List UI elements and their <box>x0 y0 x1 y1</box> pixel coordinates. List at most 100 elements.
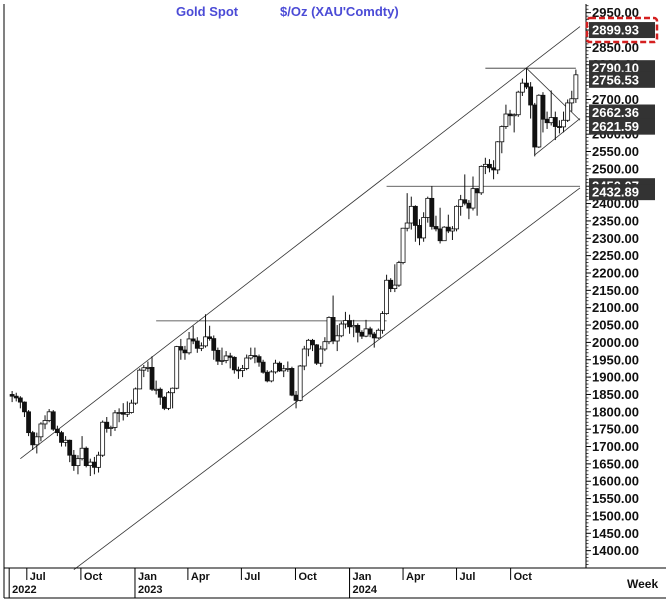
y-tick-label: 1900.00 <box>592 370 639 385</box>
y-tick-label: 2700.00 <box>592 92 639 107</box>
candle-body-14 <box>67 439 73 456</box>
channel-upper-line-0 <box>20 26 581 459</box>
candle-body-119 <box>499 126 505 143</box>
candle-body-107 <box>450 228 455 232</box>
candle-body-11 <box>54 428 60 434</box>
candle-body-54 <box>231 356 237 371</box>
candle-body-40 <box>174 346 180 389</box>
candle-body-13 <box>63 439 69 443</box>
candle-body-66 <box>281 368 287 372</box>
candle-body-49 <box>211 338 217 351</box>
candle-body-77 <box>326 317 332 343</box>
year-label: 2024 <box>353 584 378 596</box>
candle-body-67 <box>285 368 291 370</box>
candle-body-81 <box>343 320 348 325</box>
candle-body-57 <box>244 357 250 369</box>
candle-body-115 <box>482 163 488 167</box>
candle-body-23 <box>104 421 110 429</box>
candle-body-105 <box>441 226 447 242</box>
y-tick-label: 2500.00 <box>592 161 639 176</box>
candle-body-98 <box>412 205 418 226</box>
y-tick-label: 2000.00 <box>592 335 639 350</box>
level-label-text: 2621.59 <box>592 119 639 134</box>
candle-body-90 <box>380 313 385 331</box>
candle-body-39 <box>170 387 176 394</box>
candle-body-26 <box>116 412 122 414</box>
candle-body-45 <box>194 340 200 349</box>
candle-body-68 <box>289 368 295 396</box>
candle-body-127 <box>532 104 538 148</box>
y-tick-label: 2100.00 <box>592 300 639 315</box>
chart-title-ticker: $/Oz (XAU'Comdty) <box>280 4 399 19</box>
candle-body-131 <box>548 117 554 124</box>
level-label-box <box>589 104 655 121</box>
candle-body-73 <box>310 339 315 346</box>
candle-body-69 <box>293 394 299 401</box>
chart-title-instrument: Gold Spot <box>176 4 239 19</box>
candle-body-2 <box>17 397 23 403</box>
y-tick-label: 2550.00 <box>592 144 639 159</box>
trend-lines <box>20 26 581 571</box>
candle-body-71 <box>301 348 307 367</box>
y-tick-label: 1950.00 <box>592 352 639 367</box>
candle-body-88 <box>371 333 377 339</box>
candle-body-134 <box>561 119 566 128</box>
candle-body-84 <box>355 324 361 333</box>
candle-body-85 <box>359 331 365 337</box>
candle-body-64 <box>273 362 278 373</box>
y-tick-label: 1450.00 <box>592 526 639 541</box>
candle-body-5 <box>30 432 36 446</box>
candle-body-48 <box>207 336 213 339</box>
level-label-box <box>589 118 655 135</box>
candle-body-123 <box>515 91 521 116</box>
level-labels: 2899.932790.102756.532662.362621.592450.… <box>585 16 659 201</box>
candle-body-95 <box>400 227 406 263</box>
x-tick-label: Jan <box>353 571 372 583</box>
candle-body-28 <box>124 412 130 415</box>
candle-body-128 <box>536 94 542 148</box>
candle-body-36 <box>157 388 163 398</box>
candle-body-110 <box>462 199 468 204</box>
candle-body-72 <box>306 339 311 350</box>
y-tick-label: 1500.00 <box>592 508 639 523</box>
candle-body-89 <box>375 329 381 339</box>
candle-body-100 <box>421 217 427 239</box>
candle-body-6 <box>34 436 40 446</box>
candle-body-51 <box>219 360 225 362</box>
candle-body-129 <box>540 94 546 120</box>
candle-body-35 <box>153 388 159 391</box>
candle-body-27 <box>120 412 126 415</box>
level-highlight-box <box>585 16 659 44</box>
candle-body-60 <box>256 356 262 363</box>
level-label-box <box>589 184 655 201</box>
candle-body-130 <box>544 118 550 124</box>
candle-body-20 <box>92 461 97 468</box>
candle-body-116 <box>487 163 492 169</box>
candle-body-7 <box>38 423 44 438</box>
y-tick-label: 2250.00 <box>592 248 639 263</box>
candle-body-29 <box>129 402 134 413</box>
y-tick-label: 2850.00 <box>592 40 639 55</box>
y-tick-label: 1800.00 <box>592 404 639 419</box>
candle-body-0 <box>9 394 15 397</box>
candle-body-58 <box>248 355 254 359</box>
candle-body-136 <box>569 98 575 104</box>
candle-body-83 <box>351 324 357 328</box>
candle-body-118 <box>495 141 501 171</box>
candle-body-80 <box>338 323 344 337</box>
level-label-text: 2662.36 <box>592 105 639 120</box>
candle-body-16 <box>75 458 81 467</box>
triangle-line-6 <box>534 118 581 156</box>
y-tick-label: 2350.00 <box>592 213 639 228</box>
candle-body-63 <box>268 371 274 382</box>
candle-body-46 <box>199 345 204 349</box>
y-tick-label: 2950.00 <box>592 5 639 20</box>
candle-body-82 <box>347 320 352 328</box>
candle-body-34 <box>149 366 155 390</box>
candle-body-122 <box>511 114 517 117</box>
candle-body-96 <box>404 222 410 229</box>
candle-body-22 <box>100 421 106 456</box>
candle-body-112 <box>470 188 476 209</box>
